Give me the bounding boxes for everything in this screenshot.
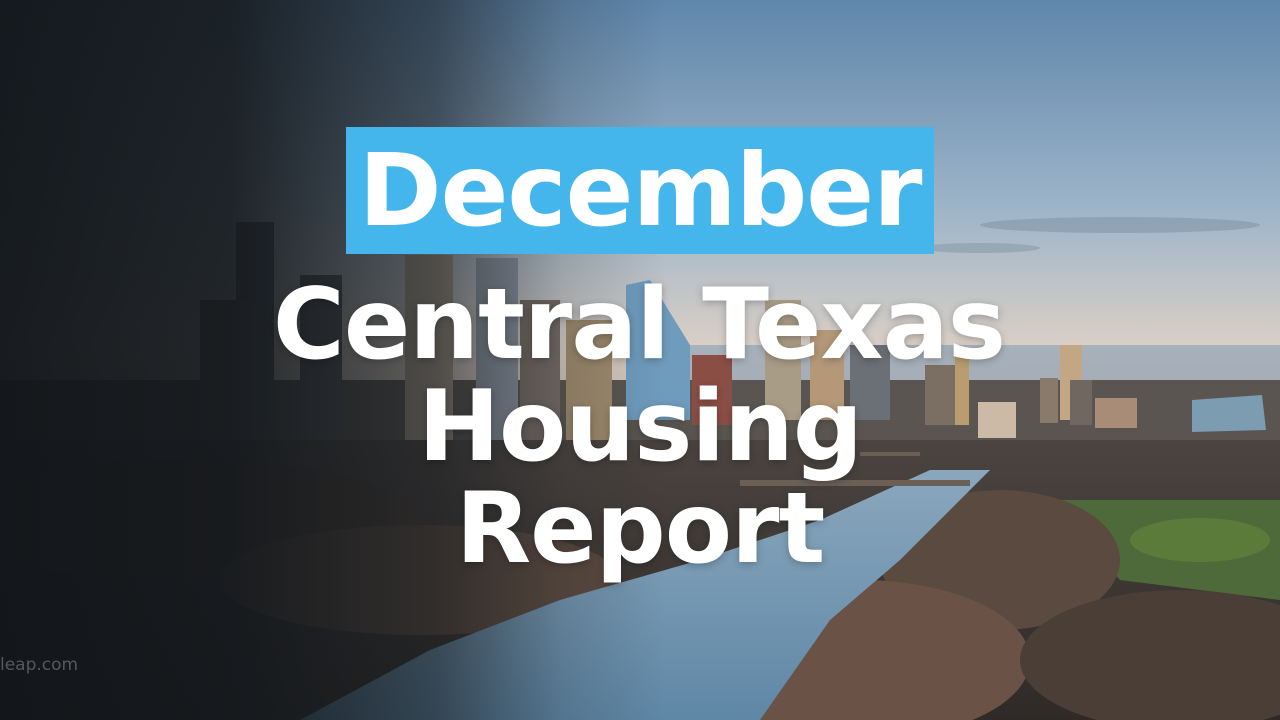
headline-line-1: Central Texas [272,268,1006,382]
month-highlight: December [346,127,934,254]
headline-line-3: Report [455,472,826,586]
photo-watermark: leap.com [0,655,79,675]
month-label: December [358,131,923,249]
headline-line-2: Housing [418,370,863,484]
